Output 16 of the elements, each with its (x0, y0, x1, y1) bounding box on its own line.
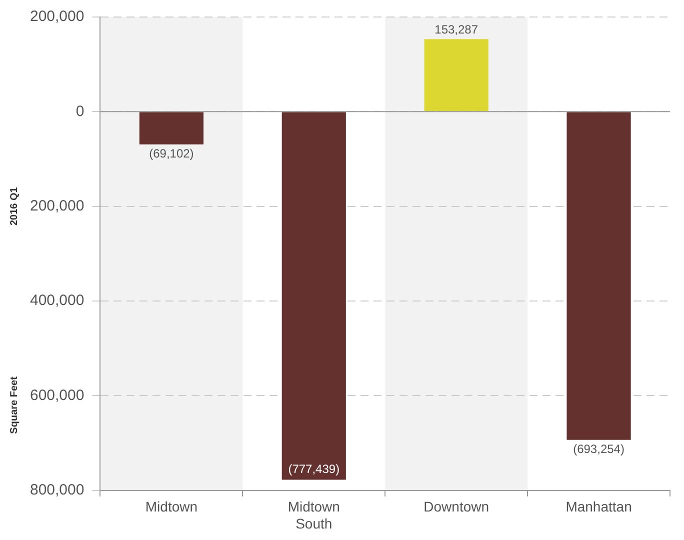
y-tick-label: 600,000 (30, 386, 84, 404)
data-label: 153,287 (434, 22, 478, 36)
data-label: (693,254) (573, 442, 624, 456)
y-tick-label: 200,000 (30, 198, 84, 214)
y-tick-label: 800,000 (30, 482, 84, 499)
y-tick-label: 0 (76, 102, 84, 120)
data-label: (777,439) (288, 462, 340, 476)
data-label: (69,102) (149, 146, 194, 161)
x-tick-label: Downtown (424, 498, 490, 515)
x-tick-label: Manhattan (566, 498, 632, 515)
y-tick-label: 200,000 (30, 8, 84, 26)
y-tick-label: 400,000 (30, 292, 84, 310)
x-tick-label: Midtown South (288, 498, 340, 532)
y-axis-title: Square Feet (8, 376, 20, 434)
x-tick-label: Midtown (145, 498, 198, 515)
text: 2016 Q1 (8, 186, 20, 226)
